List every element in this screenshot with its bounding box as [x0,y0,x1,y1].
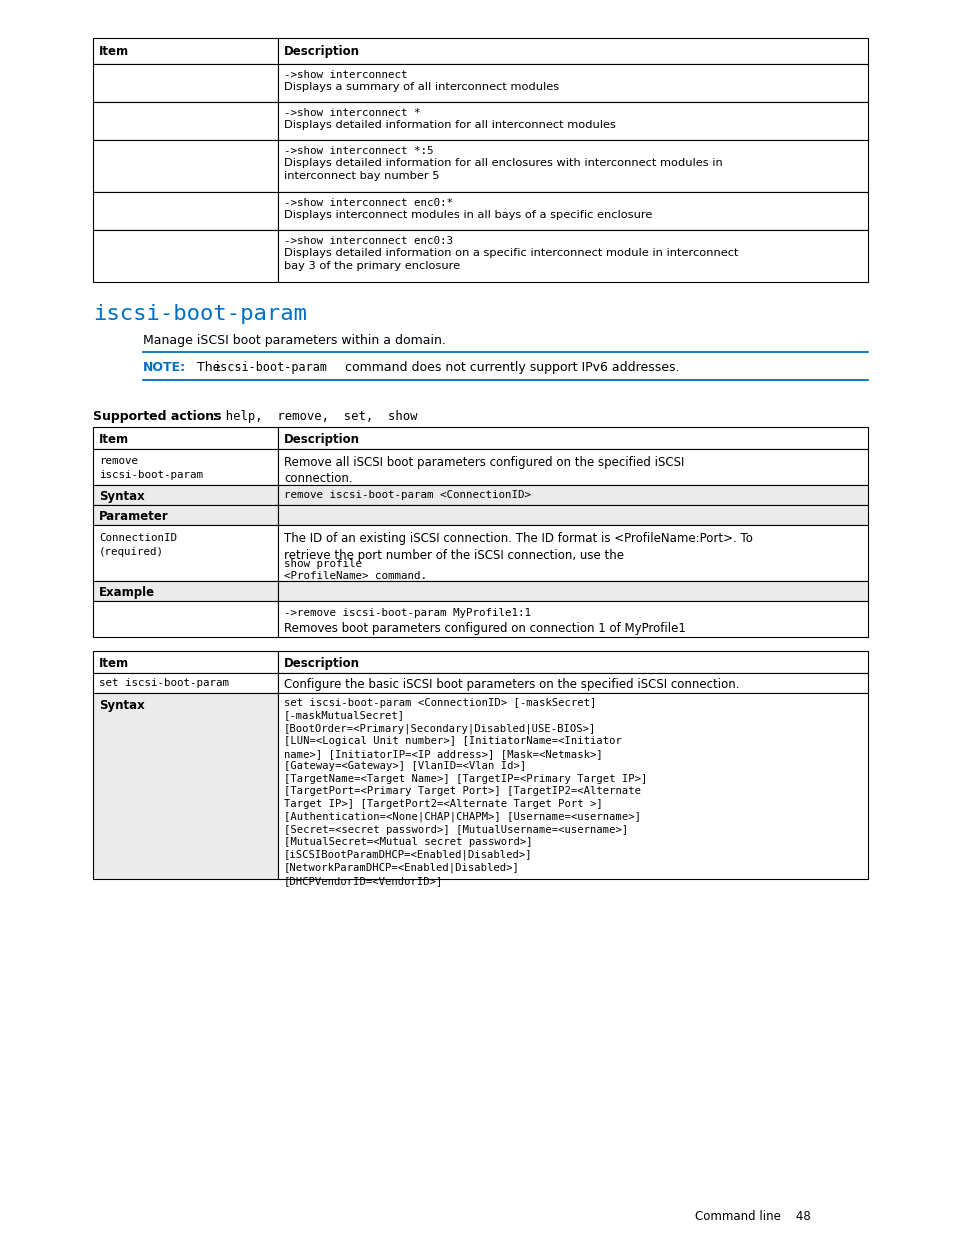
Bar [277,673,867,693]
Bar [92,140,277,191]
Text: Description: Description [284,433,359,446]
Text: command does not currently support IPv6 addresses.: command does not currently support IPv6 … [340,361,679,374]
Bar [277,693,867,879]
Text: Displays a summary of all interconnect modules: Displays a summary of all interconnect m… [284,82,558,91]
Bar [92,38,277,64]
Text: The: The [189,361,224,374]
Bar [277,103,867,140]
Bar [277,38,867,64]
Text: Displays detailed information for all enclosures with interconnect modules in
in: Displays detailed information for all en… [284,158,722,180]
Text: Configure the basic iSCSI boot parameters on the specified iSCSI connection.: Configure the basic iSCSI boot parameter… [284,678,739,692]
Bar [92,601,277,637]
Text: Remove all iSCSI boot parameters configured on the specified iSCSI
connection.: Remove all iSCSI boot parameters configu… [284,456,683,485]
Bar [277,525,867,580]
Bar [92,673,277,693]
Text: Manage iSCSI boot parameters within a domain.: Manage iSCSI boot parameters within a do… [143,333,445,347]
Text: iscsi-boot-param: iscsi-boot-param [213,361,328,374]
Text: iscsi-boot-param: iscsi-boot-param [92,304,307,324]
Bar [92,230,277,282]
Text: ->show interconnect: ->show interconnect [284,70,407,80]
Text: ->show interconnect *:5: ->show interconnect *:5 [284,146,433,156]
Bar [92,693,277,879]
Text: Syntax: Syntax [99,490,145,503]
Text: set iscsi-boot-param: set iscsi-boot-param [99,678,229,688]
Bar [277,191,867,230]
Text: ->show interconnect *: ->show interconnect * [284,107,420,119]
Bar [92,580,277,601]
Bar [92,427,277,450]
Bar [277,140,867,191]
Text: ConnectionID
(required): ConnectionID (required) [99,534,177,557]
Text: set iscsi-boot-param <ConnectionID> [-maskSecret]
[-maskMutualSecret]
[BootOrder: set iscsi-boot-param <ConnectionID> [-ma… [284,698,647,885]
Text: The ID of an existing iSCSI connection. The ID format is <ProfileName:Port>. To
: The ID of an existing iSCSI connection. … [284,532,752,562]
Text: Displays detailed information on a specific interconnect module in interconnect
: Displays detailed information on a speci… [284,248,738,270]
Text: Item: Item [99,657,129,671]
Text: remove
iscsi-boot-param: remove iscsi-boot-param [99,456,203,479]
Text: show profile: show profile [284,559,361,569]
Text: ->show interconnect enc0:3: ->show interconnect enc0:3 [284,236,453,246]
Bar [277,427,867,450]
Bar [277,505,867,525]
Text: Item: Item [99,433,129,446]
Bar [92,651,277,673]
Text: : help,  remove,  set,  show: : help, remove, set, show [211,410,417,424]
Text: Description: Description [284,657,359,671]
Text: Description: Description [284,44,359,58]
Bar [92,525,277,580]
Bar [92,450,277,485]
Text: ->show interconnect enc0:*: ->show interconnect enc0:* [284,198,453,207]
Bar [277,580,867,601]
Bar [277,450,867,485]
Text: <ProfileName> command.: <ProfileName> command. [284,571,427,580]
Bar [92,505,277,525]
Bar [277,601,867,637]
Text: Command line    48: Command line 48 [695,1210,810,1223]
Bar [277,651,867,673]
Bar [277,485,867,505]
Text: Displays detailed information for all interconnect modules: Displays detailed information for all in… [284,120,616,130]
Text: Removes boot parameters configured on connection 1 of MyProfile1: Removes boot parameters configured on co… [284,622,685,635]
Text: Example: Example [99,585,155,599]
Text: Parameter: Parameter [99,510,169,522]
Bar [277,64,867,103]
Bar [92,191,277,230]
Text: Displays interconnect modules in all bays of a specific enclosure: Displays interconnect modules in all bay… [284,210,652,220]
Bar [92,485,277,505]
Text: Supported actions: Supported actions [92,410,221,424]
Text: NOTE:: NOTE: [143,361,186,374]
Text: ->remove iscsi-boot-param MyProfile1:1: ->remove iscsi-boot-param MyProfile1:1 [284,608,531,618]
Text: remove iscsi-boot-param <ConnectionID>: remove iscsi-boot-param <ConnectionID> [284,490,531,500]
Bar [92,64,277,103]
Text: Syntax: Syntax [99,699,145,713]
Bar [92,103,277,140]
Text: Item: Item [99,44,129,58]
Bar [277,230,867,282]
